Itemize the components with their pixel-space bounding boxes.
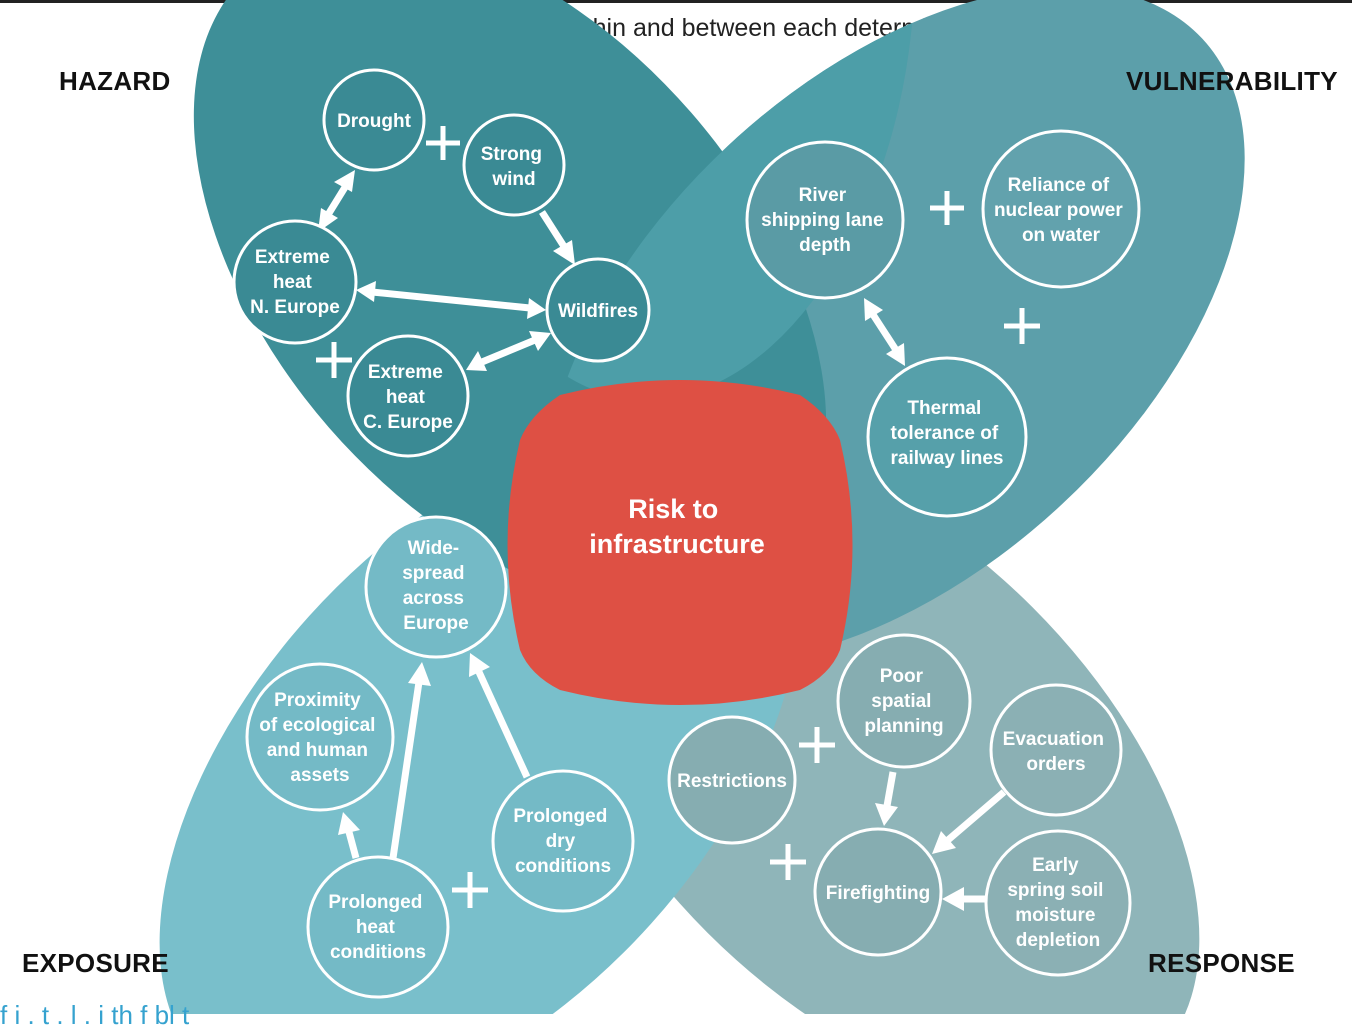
arrow-head [469,653,490,677]
svg-text:Drought: Drought [337,111,412,132]
arrow-head [942,887,964,911]
arrow-head [529,331,551,351]
node-strong-wind: Strong wind [462,113,566,217]
arrow-heat-proximity [345,831,360,859]
svg-text:Firefighting: Firefighting [826,883,930,904]
svg-text:Wide- spread acros: Wide- spread across Europe [402,538,470,634]
plus-icon [930,191,964,225]
plus-icon [1004,308,1040,344]
arrow-head [875,803,898,826]
node-river-shipping-lane-depth: River shipping lane depth [745,140,905,300]
arrow-head [466,351,487,371]
svg-text:Prolonged dry cond: Prolonged dry conditions [513,806,612,877]
arrow-evacuation-firefighting [945,789,1007,843]
svg-text:Extreme heat N. Eu: Extreme heat N. Europe [250,247,340,318]
plus-icon [770,844,806,880]
svg-text:Thermal tolerance of: Thermal tolerance of railway lines [890,398,1003,469]
svg-text:Poor spatial plann: Poor spatial planning [864,666,943,737]
plus-icon [316,342,352,378]
arrow-river-thermal [869,311,899,352]
svg-text:Strong wind: Strong wind [481,144,548,190]
svg-text:Extreme heat C. Eu: Extreme heat C. Europe [363,362,453,433]
node-evacuation-orders: Evacuation orders [989,683,1123,817]
arrows [318,170,1007,911]
arrow-strong-wind-wildfires [539,210,568,250]
arrow-head [527,298,546,319]
exposure-label: EXPOSURE [22,948,169,978]
node-wildfires: Wildfires [545,257,651,363]
arrow-planning-firefighting [883,771,897,807]
node-restrictions: Restrictions [667,715,797,845]
svg-text:Prolonged heat con: Prolonged heat conditions [328,892,427,963]
plus-icon [799,727,835,763]
arrow-head [553,240,575,265]
arrow-extreme-heat-n-wildfires [371,288,531,312]
arrow-head [932,831,956,854]
arrow-heat-widespread [389,681,423,859]
arrow-head [886,343,905,366]
node-poor-spatial-planning: Poor spatial planning [836,633,972,769]
center-risk-shape [507,380,853,705]
node-widespread-across-europe: Wide- spread across Europe [364,515,508,659]
node-early-spring-soil-moisture: Early spring soil moisture depletion [984,829,1132,977]
vulnerability-label: VULNERABILITY [1126,66,1338,96]
arrow-head [338,812,360,835]
svg-text:Wildfires: Wildfires [558,301,638,322]
arrow-drought-extreme-heat-n [323,182,350,220]
svg-text:Evacuation orders: Evacuation orders [1003,729,1110,775]
node-thermal-tolerance-railway: Thermal tolerance of railway lines [866,356,1028,518]
node-prolonged-heat-conditions: Prolonged heat conditions [306,855,450,999]
center-label: Risk to infrastructure [589,494,765,559]
svg-text:Early spring soil: Early spring soil moisture depletion [1007,855,1108,951]
plus-icon [426,126,460,160]
node-reliance-of-nuclear-power: Reliance of nuclear power on water [981,129,1141,289]
arrow-head [334,170,355,192]
node-drought: Drought [322,68,426,172]
node-extreme-heat-n-europe: Extreme heat N. Europe [232,219,358,345]
svg-text:River shipping lane: River shipping lane depth [761,185,889,256]
svg-text:Proximity of ecological: Proximity of ecological and human assets [259,690,380,786]
svg-text:Reliance of nuclear powe: Reliance of nuclear power on water [994,175,1128,246]
plus-icon [452,872,488,908]
response-label: RESPONSE [1148,948,1295,978]
hazard-label: HAZARD [59,66,171,96]
arrow-head [318,208,338,232]
cut-off-caption-text: f i . t . l . i th f bl t [0,1000,190,1030]
svg-text:Restrictions: Restrictions [677,771,787,792]
arrow-head [356,281,376,302]
node-prolonged-dry-conditions: Prolonged dry conditions [491,769,635,913]
top-border [0,0,1352,3]
arrow-head [864,298,883,321]
node-proximity-of-assets: Proximity of ecological and human assets [245,662,395,812]
node-firefighting: Firefighting [813,827,943,957]
arrow-dry-widespread [475,670,531,779]
arrow-extreme-heat-c-wildfires [480,336,537,366]
node-extreme-heat-c-europe: Extreme heat C. Europe [346,334,470,458]
plus-signs [316,126,1040,908]
arrow-head [408,662,431,686]
